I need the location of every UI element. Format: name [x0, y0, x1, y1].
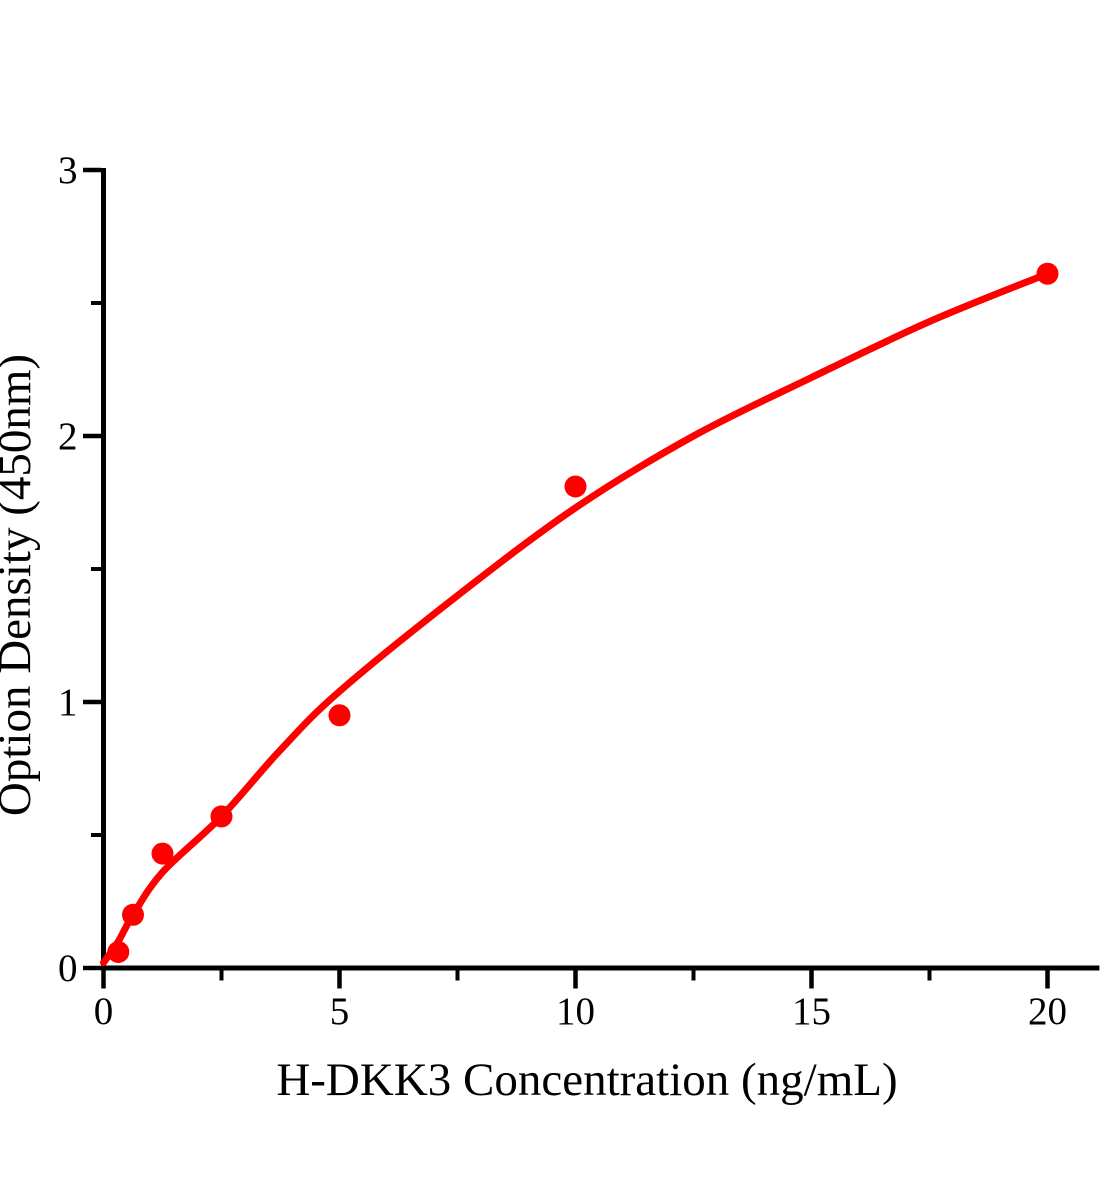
data-point — [210, 805, 233, 828]
fitted-standard-curve — [100, 270, 1051, 967]
data-point — [564, 475, 587, 498]
axes-layer: 0 5 10 15 20 0 1 2 3 — [58, 149, 1100, 1033]
data-point — [328, 704, 351, 727]
x-tick-label: 15 — [792, 990, 831, 1033]
plot-content-layer — [100, 262, 1059, 967]
x-tick-label: 10 — [556, 990, 595, 1033]
y-tick-label: 2 — [58, 415, 78, 458]
data-point — [107, 941, 130, 963]
data-point — [122, 903, 144, 926]
data-point — [1036, 262, 1059, 285]
x-axis-title: H-DKK3 Concentration (ng/mL) — [276, 1054, 897, 1106]
x-tick-label: 20 — [1028, 990, 1067, 1033]
y-tick-label: 1 — [58, 681, 78, 724]
data-point — [151, 842, 174, 865]
y-axis-title: Option Density (450nm) — [0, 354, 41, 816]
x-tick-label: 0 — [94, 990, 114, 1033]
x-tick-label: 5 — [330, 990, 350, 1033]
y-tick-label: 0 — [58, 947, 78, 990]
y-tick-label: 3 — [58, 149, 78, 192]
